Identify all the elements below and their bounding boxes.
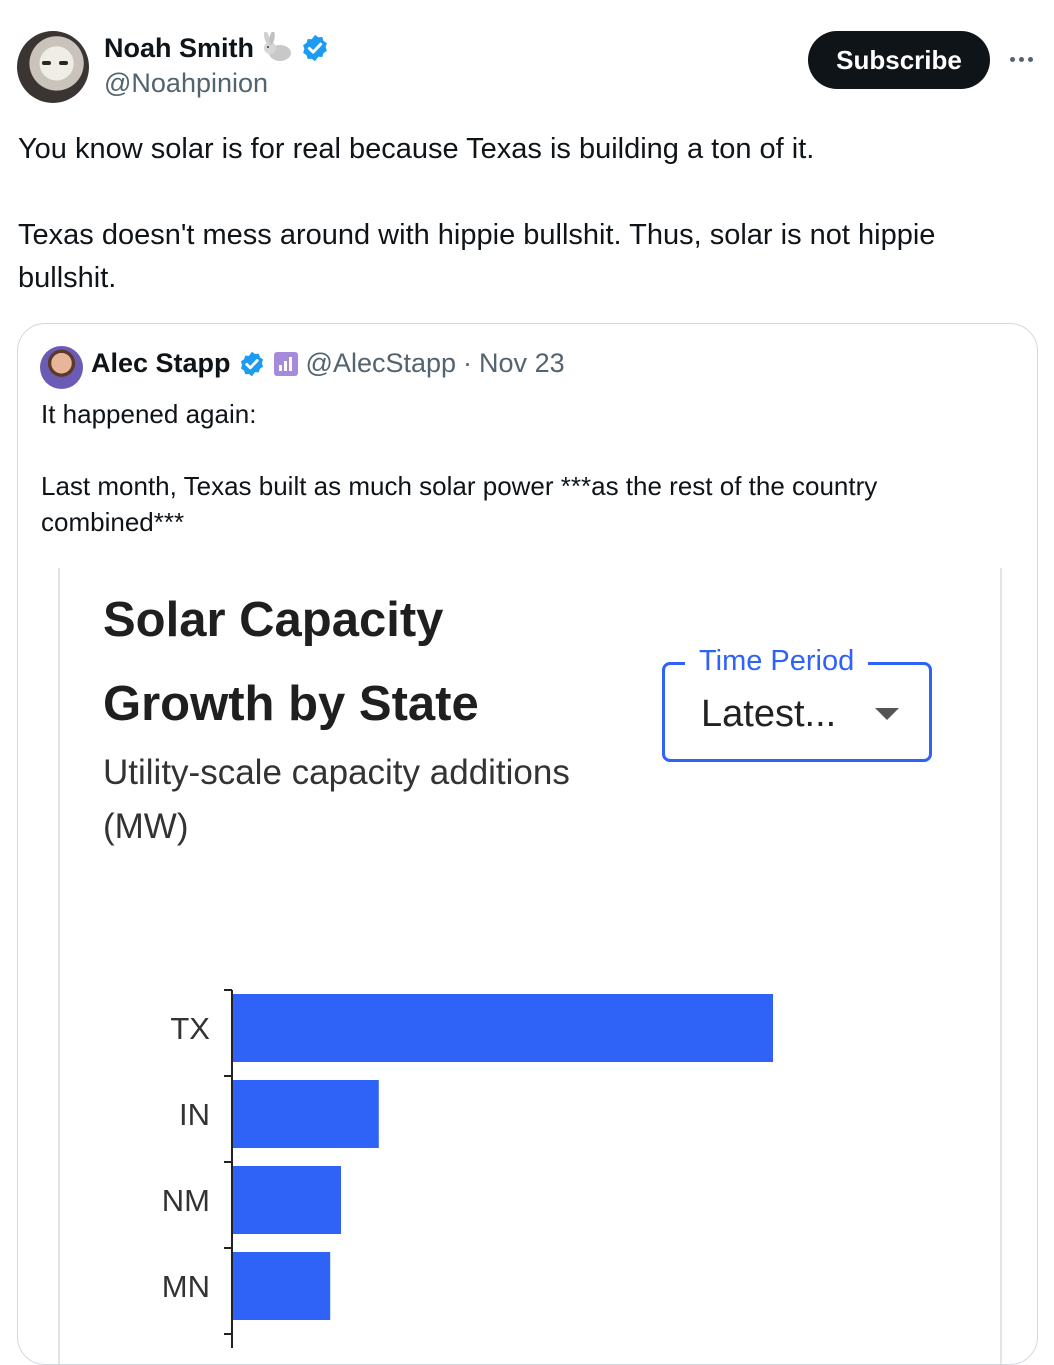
time-period-dropdown: Time Period Latest...: [662, 645, 932, 762]
quoted-tweet-card[interactable]: Alec Stapp @AlecStapp · Nov 23 It happen…: [17, 323, 1038, 1365]
chart-title: Solar Capacity Growth by State: [103, 578, 573, 746]
affiliation-badge-icon: [273, 351, 298, 376]
author-handle[interactable]: @Noahpinion: [104, 68, 269, 98]
quoted-tweet-date[interactable]: Nov 23: [479, 348, 565, 378]
quoted-tweet-header: Alec Stapp @AlecStapp · Nov 23: [91, 348, 565, 379]
chart-image[interactable]: Solar Capacity Growth by State Utility-s…: [58, 568, 1002, 1364]
caret-down-icon: [875, 708, 899, 720]
tweet-text-line1: You know solar is for real because Texas…: [18, 133, 815, 165]
rabbit-icon: [263, 32, 292, 61]
time-period-value: Latest...: [701, 693, 837, 735]
bar-tx: [233, 994, 773, 1062]
quoted-text-line2: Last month, Texas built as much solar po…: [41, 471, 878, 537]
category-label-mn: MN: [162, 1269, 210, 1304]
quoted-author-name[interactable]: Alec Stapp: [91, 348, 231, 378]
more-options-icon[interactable]: [1004, 44, 1038, 74]
subscribe-button[interactable]: Subscribe: [808, 31, 990, 89]
bar-mn: [233, 1252, 331, 1320]
author-avatar[interactable]: [17, 31, 89, 103]
author-name[interactable]: Noah Smith: [104, 32, 255, 63]
chart-title-line2: Growth by State: [103, 677, 479, 731]
category-label-in: IN: [179, 1097, 210, 1132]
chart-subtitle-line1: Utility-scale capacity additions: [103, 753, 570, 792]
bar-in: [233, 1080, 379, 1148]
quoted-text-line1: It happened again:: [41, 399, 257, 429]
verified-badge-icon: [303, 34, 327, 62]
chart-title-line1: Solar Capacity: [103, 593, 444, 647]
avatar-eye: [59, 61, 68, 65]
author-name-row: Noah Smith: [104, 32, 330, 64]
chart-subtitle: Utility-scale capacity additions (MW): [103, 746, 663, 854]
quoted-author-avatar[interactable]: [40, 346, 83, 389]
verified-badge-icon: [240, 351, 263, 376]
avatar-eye: [42, 61, 51, 65]
bar-nm: [233, 1166, 341, 1234]
chart-subtitle-line2: (MW): [103, 807, 189, 846]
category-label-nm: NM: [162, 1183, 210, 1218]
meta-separator: ·: [463, 348, 473, 378]
tweet-text-line2: Texas doesn't mess around with hippie bu…: [18, 219, 936, 294]
bar-chart: TX IN NM MN: [162, 989, 773, 1348]
time-period-label: Time Period: [685, 645, 869, 678]
category-label-tx: TX: [170, 1011, 210, 1046]
quoted-author-handle[interactable]: @AlecStapp: [305, 348, 457, 378]
